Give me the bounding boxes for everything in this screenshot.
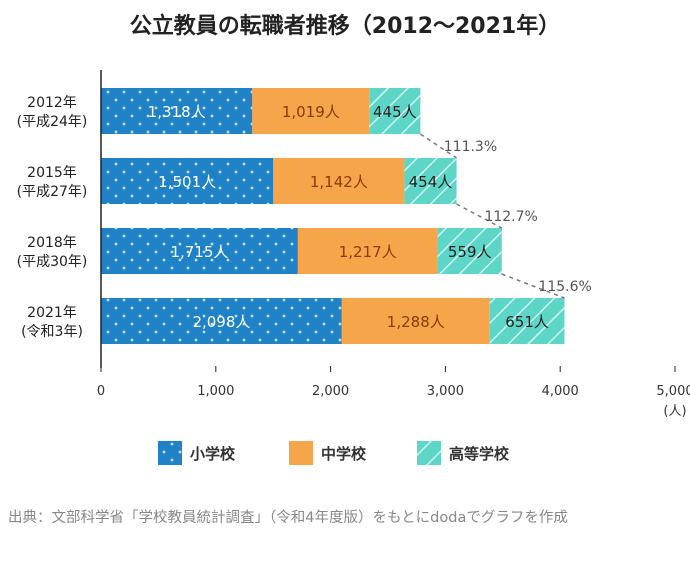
bar-pattern-elementary [101, 298, 342, 344]
legend-swatch-pattern [417, 441, 441, 465]
bar-pattern-elementary [101, 228, 298, 274]
category-label-era: (平成30年) [17, 254, 88, 270]
category-label-year: 2018年 [27, 235, 77, 251]
bar-value-label: 1,715人 [170, 243, 228, 261]
chart: 0 1,000 2,000 3,000 4,000 5,000 (人) 2012年 (平成24… [17, 70, 690, 465]
category-label-year: 2015年 [27, 165, 77, 181]
category-label-year: 2012年 [27, 95, 77, 111]
x-axis-unit: (人) [663, 404, 686, 419]
bar-junior_high [273, 158, 405, 204]
bar-value-label: 1,501人 [158, 173, 216, 191]
growth-connector [501, 273, 565, 299]
legend-label: 高等学校 [449, 445, 510, 463]
bar-value-label: 445人 [373, 103, 417, 121]
legend-swatch-pattern [158, 441, 182, 465]
bar-value-label: 454人 [409, 173, 453, 191]
bar-value-label: 651人 [505, 313, 549, 331]
bar-pattern-elementary [101, 88, 253, 134]
bar-junior_high [252, 88, 370, 134]
bar-value-label: 1,288人 [387, 313, 445, 331]
bar-value-label: 1,019人 [282, 103, 340, 121]
growth-ratio-label: 112.7% [484, 209, 537, 225]
bar-value-label: 1,318人 [148, 103, 206, 121]
bar-pattern-high_school [404, 158, 457, 204]
bar-value-label: 1,142人 [310, 173, 368, 191]
category-label-year: 2021年 [27, 305, 77, 321]
legend-swatch-junior_high [289, 441, 313, 465]
x-tick-label: 0 [97, 384, 105, 399]
legend-label: 小学校 [190, 445, 236, 463]
bar-pattern-high_school [437, 228, 502, 274]
x-tick-label: 5,000 [656, 384, 690, 399]
category-label-era: (平成27年) [17, 184, 88, 200]
bar-pattern-high_school [489, 298, 565, 344]
bar-junior_high [341, 298, 490, 344]
x-tick-label: 3,000 [427, 384, 464, 399]
category-label-era: (令和3年) [21, 324, 83, 340]
bar-value-label: 2,098人 [192, 313, 250, 331]
x-tick-label: 4,000 [542, 384, 579, 399]
bar-pattern-high_school [369, 88, 421, 134]
growth-connector [456, 203, 503, 229]
bar-value-label: 1,217人 [339, 243, 397, 261]
bar-junior_high [297, 228, 438, 274]
category-label-era: (平成24年) [17, 114, 88, 130]
chart-title: 公立教員の転職者推移（2012〜2021年） [129, 14, 561, 39]
growth-ratio-label: 111.3% [444, 139, 497, 155]
source-note: 出典：文部科学省「学校教員統計調査」（令和4年度版）をもとにdodaでグラフを作… [8, 510, 568, 526]
bar-pattern-elementary [101, 158, 274, 204]
bar-value-label: 559人 [448, 243, 492, 261]
growth-ratio-label: 115.6% [538, 279, 591, 295]
x-tick-label: 1,000 [197, 384, 234, 399]
x-tick-label: 2,000 [312, 384, 349, 399]
legend-label: 中学校 [321, 445, 367, 463]
